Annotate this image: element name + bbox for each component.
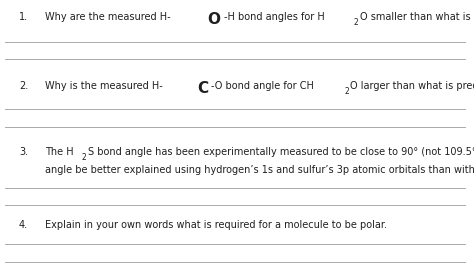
Text: 4.: 4. (19, 220, 28, 230)
Text: The H: The H (45, 147, 73, 157)
Text: 2: 2 (354, 18, 359, 27)
Text: angle be better explained using hydrogen’s 1s and sulfur’s 3p atomic orbitals th: angle be better explained using hydrogen… (45, 165, 474, 175)
Text: Why is the measured H-: Why is the measured H- (45, 81, 163, 91)
Text: 1.: 1. (19, 12, 28, 22)
Text: O larger than what is predicted by VSEPR?: O larger than what is predicted by VSEPR… (350, 81, 474, 91)
Text: 3.: 3. (19, 147, 28, 157)
Text: S bond angle has been experimentally measured to be close to 90° (not 109.5°).: S bond angle has been experimentally mea… (88, 147, 474, 157)
Text: Why are the measured H-: Why are the measured H- (45, 12, 171, 22)
Text: Explain in your own words what is required for a molecule to be polar.: Explain in your own words what is requir… (45, 220, 387, 230)
Text: C: C (197, 81, 208, 96)
Text: -O bond angle for CH: -O bond angle for CH (211, 81, 314, 91)
Text: 2: 2 (82, 153, 87, 162)
Text: O: O (207, 12, 220, 27)
Text: O smaller than what is predicted by VSEPR?: O smaller than what is predicted by VSEP… (360, 12, 474, 22)
Text: -H bond angles for H: -H bond angles for H (224, 12, 325, 22)
Text: 2.: 2. (19, 81, 28, 91)
Text: 2: 2 (344, 87, 349, 96)
